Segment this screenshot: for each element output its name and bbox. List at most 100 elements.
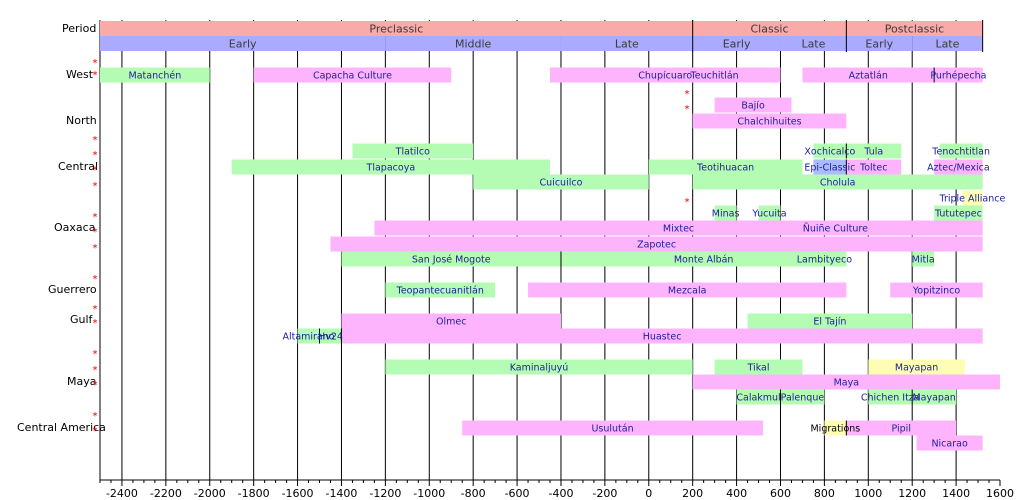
bar-monte-alban-27: [560, 251, 847, 267]
bar-el-tajin-34: [747, 313, 913, 329]
x-tick-label-600: 600: [770, 487, 791, 500]
bar-label-matanchen-0: Matanchén: [129, 71, 182, 82]
bar-calakmul-42: [736, 389, 781, 405]
period-band-preclassic: [100, 21, 693, 36]
bar-label-mayapan-40: Mayapan: [895, 363, 938, 374]
bar-label-epi-classic-14: Epi-Classic: [804, 163, 855, 174]
bar-label-mayapan-45: Mayapan: [912, 393, 955, 404]
note-marker-17: *: [93, 380, 98, 391]
x-tick-label--1400: -1400: [325, 487, 357, 500]
bar-label-cholula-18: Cholula: [820, 178, 856, 189]
bar-label-el-tajin-34: El Tajín: [813, 317, 846, 328]
note-marker-8: *: [685, 197, 690, 208]
note-marker-14: *: [93, 318, 98, 329]
note-marker-1: *: [93, 70, 98, 81]
bar-usulutan-46: [462, 420, 763, 436]
subperiod-label-1: Middle: [455, 38, 492, 51]
bar-altamirano-35: [297, 328, 320, 344]
note-marker-18: *: [93, 411, 98, 422]
x-tick-label--1200: -1200: [369, 487, 401, 500]
bar-zapotec-25: [330, 236, 983, 252]
row-label-maya: Maya: [67, 375, 96, 388]
footnote-markers: ********************: [93, 58, 690, 437]
note-marker-2: *: [685, 89, 690, 100]
row-label-oaxaca: Oaxaca: [54, 221, 95, 234]
note-marker-7: *: [93, 181, 98, 192]
x-tick-label-800: 800: [814, 487, 835, 500]
bar-label-mezcala-31: Mezcala: [668, 286, 707, 297]
bar-label-cuicuilco-17: Cuicuilco: [540, 178, 583, 189]
x-tick-label--2000: -2000: [194, 487, 226, 500]
bar-label-mitla-29: Mitla: [912, 255, 935, 266]
bar-yucuita-21: [758, 205, 781, 221]
period-label-classic: Classic: [750, 23, 788, 36]
row-label-north: North: [66, 114, 97, 127]
bar-teotihuacan-13: [648, 159, 803, 175]
bar-label-chalchihuites-7: Chalchihuites: [737, 117, 801, 128]
x-tick-label--1600: -1600: [282, 487, 314, 500]
subperiod-band-4: [780, 36, 847, 51]
bar-label-maya-41: Maya: [834, 378, 859, 389]
bar-label-tlatilco-8: Tlatilco: [395, 147, 430, 158]
bar-chichen-itza-44: [868, 389, 913, 405]
bar-label-monte-alban-27: Monte Albán: [674, 255, 734, 266]
bar-matanchen-0: [100, 67, 210, 83]
bar-tula-10: [846, 143, 902, 159]
bar-lambityeco-28: [802, 251, 847, 267]
bar-toltec-15: [846, 159, 902, 175]
x-tick-label-1400: 1400: [942, 487, 970, 500]
x-tick-label-1000: 1000: [854, 487, 882, 500]
bar-label-capacha-culture-1: Capacha Culture: [313, 71, 392, 82]
bar-tlatilco-8: [352, 143, 474, 159]
subperiod-band-6: [912, 36, 983, 51]
note-marker-10: *: [93, 227, 98, 238]
bar-label-xochicalco-9: Xochicalco: [804, 147, 855, 158]
row-label-gulf: Gulf: [70, 313, 94, 326]
bar-mezcala-31: [528, 282, 847, 298]
bar-purhepecha-5: [934, 67, 983, 83]
x-tick-label--1800: -1800: [238, 487, 270, 500]
bar-huastec-37: [341, 328, 983, 344]
bar-epi-classic-14: [813, 159, 847, 175]
bar-label-pipil-48: Pipil: [891, 424, 910, 435]
bar-label-purhepecha-5: Purhépecha: [930, 71, 986, 82]
row-label-central: Central: [58, 160, 98, 173]
bar-label-yucuita-21: Yucuita: [751, 209, 786, 220]
bar-label-tula-10: Tula: [863, 147, 883, 158]
bar-label-hv24-36: Hv24: [318, 332, 343, 343]
bar-tikal-39: [714, 359, 803, 375]
x-tick-label--200: -200: [592, 487, 617, 500]
bar-nuine-culture-24: [802, 220, 869, 236]
bar-minas-20: [714, 205, 737, 221]
bar-teuchitlan-3: [648, 67, 781, 83]
note-marker-11: *: [93, 243, 98, 254]
bar-label-tlapacoya-12: Tlapacoya: [366, 163, 416, 174]
bar-label-migrations-47: Migrations: [810, 424, 860, 435]
bar-tlapacoya-12: [231, 159, 550, 175]
period-headers: Preclassic Classic Postclassic Early Middle L…: [100, 20, 984, 52]
bar-mitla-29: [912, 251, 935, 267]
bar-mayapan-45: [912, 389, 957, 405]
x-tick-label-200: 200: [682, 487, 703, 500]
note-marker-6: *: [93, 165, 98, 176]
bar-label-palenque-43: Palenque: [781, 393, 825, 404]
x-tick-label-0: 0: [645, 487, 652, 500]
bar-label-altamirano-35: Altamirano: [282, 332, 334, 343]
x-tick-label--1000: -1000: [413, 487, 445, 500]
period-band-classic: [692, 21, 847, 36]
x-tick-label-400: 400: [726, 487, 747, 500]
bar-label-tenochtitlan-11: Tenochtitlan: [931, 147, 990, 158]
bar-label-huastec-37: Huastec: [643, 332, 682, 343]
period-label-postclassic: Postclassic: [885, 23, 944, 36]
bar-label-calakmul-42: Calakmul: [736, 393, 780, 404]
x-tick-label-1200: 1200: [898, 487, 926, 500]
bar-yopitzinco-32: [890, 282, 983, 298]
bar-palenque-43: [780, 389, 825, 405]
bar-label-minas-20: Minas: [712, 209, 740, 220]
subperiod-label-2: Late: [615, 38, 639, 51]
bar-label-mixtec-23: Mixtec: [663, 224, 694, 235]
bar-chalchihuites-7: [692, 113, 847, 129]
bar-pipil-48: [846, 420, 957, 436]
bar-cuicuilco-17: [473, 174, 649, 190]
